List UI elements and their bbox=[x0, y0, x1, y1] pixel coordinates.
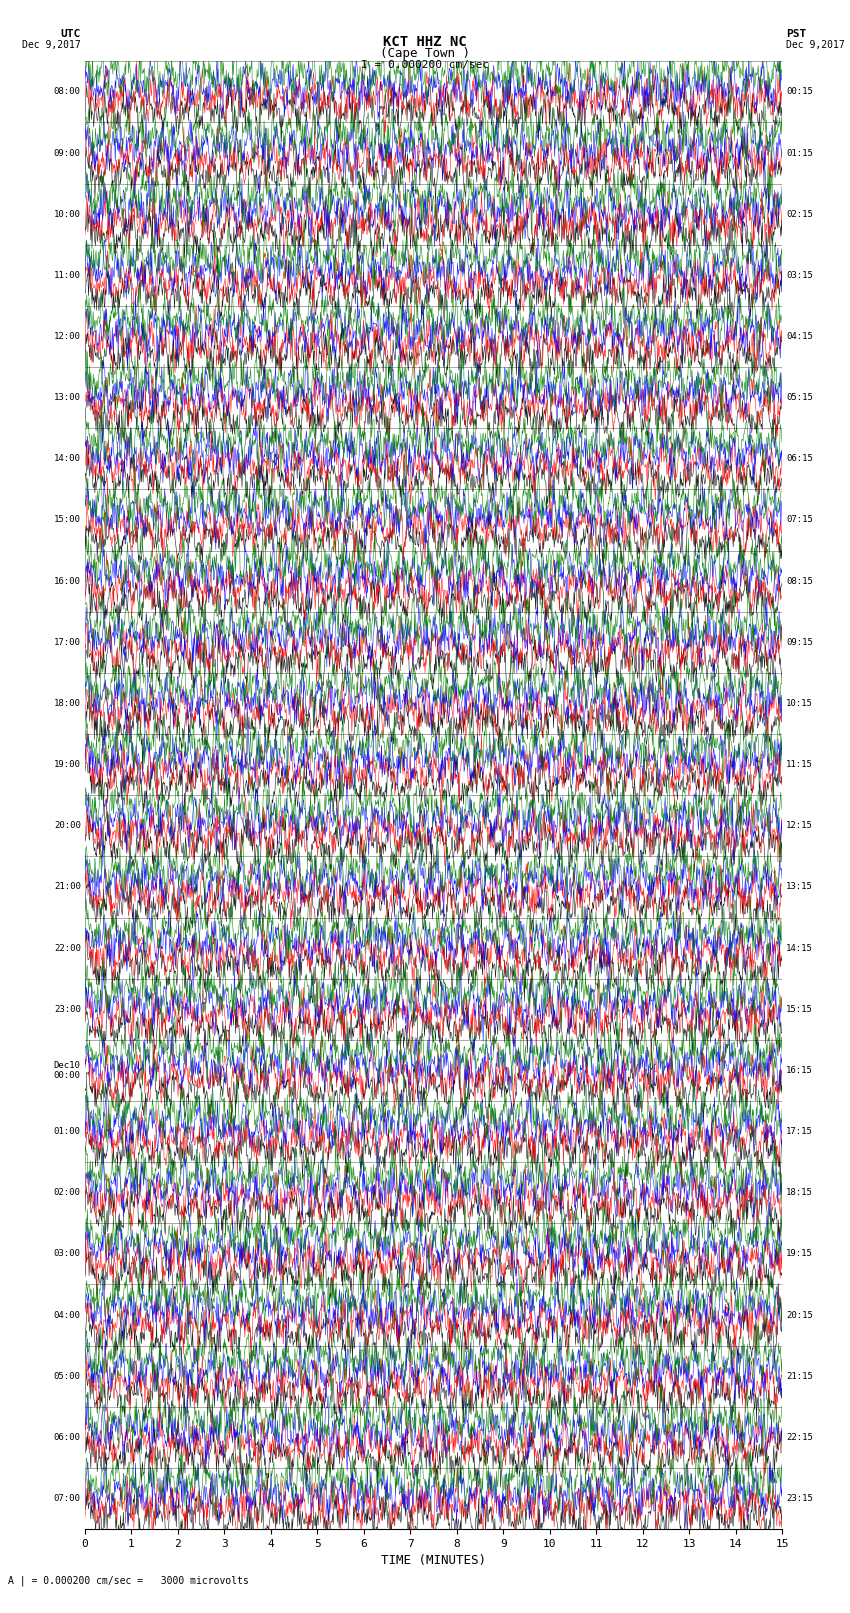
Text: 04:00: 04:00 bbox=[54, 1311, 81, 1319]
Text: Dec 9,2017: Dec 9,2017 bbox=[786, 40, 845, 50]
Text: 11:15: 11:15 bbox=[786, 760, 813, 769]
Text: 17:00: 17:00 bbox=[54, 637, 81, 647]
Text: 07:15: 07:15 bbox=[786, 516, 813, 524]
Text: 22:15: 22:15 bbox=[786, 1432, 813, 1442]
Text: 14:00: 14:00 bbox=[54, 455, 81, 463]
Text: 21:00: 21:00 bbox=[54, 882, 81, 892]
Text: 13:15: 13:15 bbox=[786, 882, 813, 892]
Text: Dec10
00:00: Dec10 00:00 bbox=[54, 1061, 81, 1081]
Text: 21:15: 21:15 bbox=[786, 1371, 813, 1381]
Text: 20:15: 20:15 bbox=[786, 1311, 813, 1319]
Text: 10:00: 10:00 bbox=[54, 210, 81, 219]
Text: 15:00: 15:00 bbox=[54, 516, 81, 524]
Text: 23:15: 23:15 bbox=[786, 1494, 813, 1503]
Text: A | = 0.000200 cm/sec =   3000 microvolts: A | = 0.000200 cm/sec = 3000 microvolts bbox=[8, 1576, 249, 1586]
Text: 09:00: 09:00 bbox=[54, 148, 81, 158]
Text: 19:00: 19:00 bbox=[54, 760, 81, 769]
Text: 18:00: 18:00 bbox=[54, 698, 81, 708]
Text: 19:15: 19:15 bbox=[786, 1250, 813, 1258]
Text: 22:00: 22:00 bbox=[54, 944, 81, 953]
Text: 12:00: 12:00 bbox=[54, 332, 81, 340]
Text: 12:15: 12:15 bbox=[786, 821, 813, 831]
Text: Dec 9,2017: Dec 9,2017 bbox=[22, 40, 81, 50]
Text: I = 0.000200 cm/sec: I = 0.000200 cm/sec bbox=[361, 60, 489, 69]
Text: 20:00: 20:00 bbox=[54, 821, 81, 831]
Text: 06:15: 06:15 bbox=[786, 455, 813, 463]
Text: (Cape Town ): (Cape Town ) bbox=[380, 47, 470, 60]
Text: 08:15: 08:15 bbox=[786, 577, 813, 586]
Text: 01:00: 01:00 bbox=[54, 1127, 81, 1136]
Text: 16:00: 16:00 bbox=[54, 577, 81, 586]
Text: 05:00: 05:00 bbox=[54, 1371, 81, 1381]
Text: 03:00: 03:00 bbox=[54, 1250, 81, 1258]
Text: 18:15: 18:15 bbox=[786, 1189, 813, 1197]
Text: 05:15: 05:15 bbox=[786, 394, 813, 402]
Text: 14:15: 14:15 bbox=[786, 944, 813, 953]
Text: 11:00: 11:00 bbox=[54, 271, 81, 279]
Text: 06:00: 06:00 bbox=[54, 1432, 81, 1442]
Text: 02:00: 02:00 bbox=[54, 1189, 81, 1197]
Text: 08:00: 08:00 bbox=[54, 87, 81, 97]
Text: PST: PST bbox=[786, 29, 807, 39]
Text: 07:00: 07:00 bbox=[54, 1494, 81, 1503]
Text: 17:15: 17:15 bbox=[786, 1127, 813, 1136]
Text: 03:15: 03:15 bbox=[786, 271, 813, 279]
Text: 04:15: 04:15 bbox=[786, 332, 813, 340]
Text: 23:00: 23:00 bbox=[54, 1005, 81, 1013]
Text: KCT HHZ NC: KCT HHZ NC bbox=[383, 35, 467, 50]
Text: UTC: UTC bbox=[60, 29, 81, 39]
Text: 10:15: 10:15 bbox=[786, 698, 813, 708]
Text: 01:15: 01:15 bbox=[786, 148, 813, 158]
Text: 00:15: 00:15 bbox=[786, 87, 813, 97]
Text: 09:15: 09:15 bbox=[786, 637, 813, 647]
Text: 02:15: 02:15 bbox=[786, 210, 813, 219]
X-axis label: TIME (MINUTES): TIME (MINUTES) bbox=[381, 1555, 486, 1568]
Text: 15:15: 15:15 bbox=[786, 1005, 813, 1013]
Text: 16:15: 16:15 bbox=[786, 1066, 813, 1074]
Text: 13:00: 13:00 bbox=[54, 394, 81, 402]
